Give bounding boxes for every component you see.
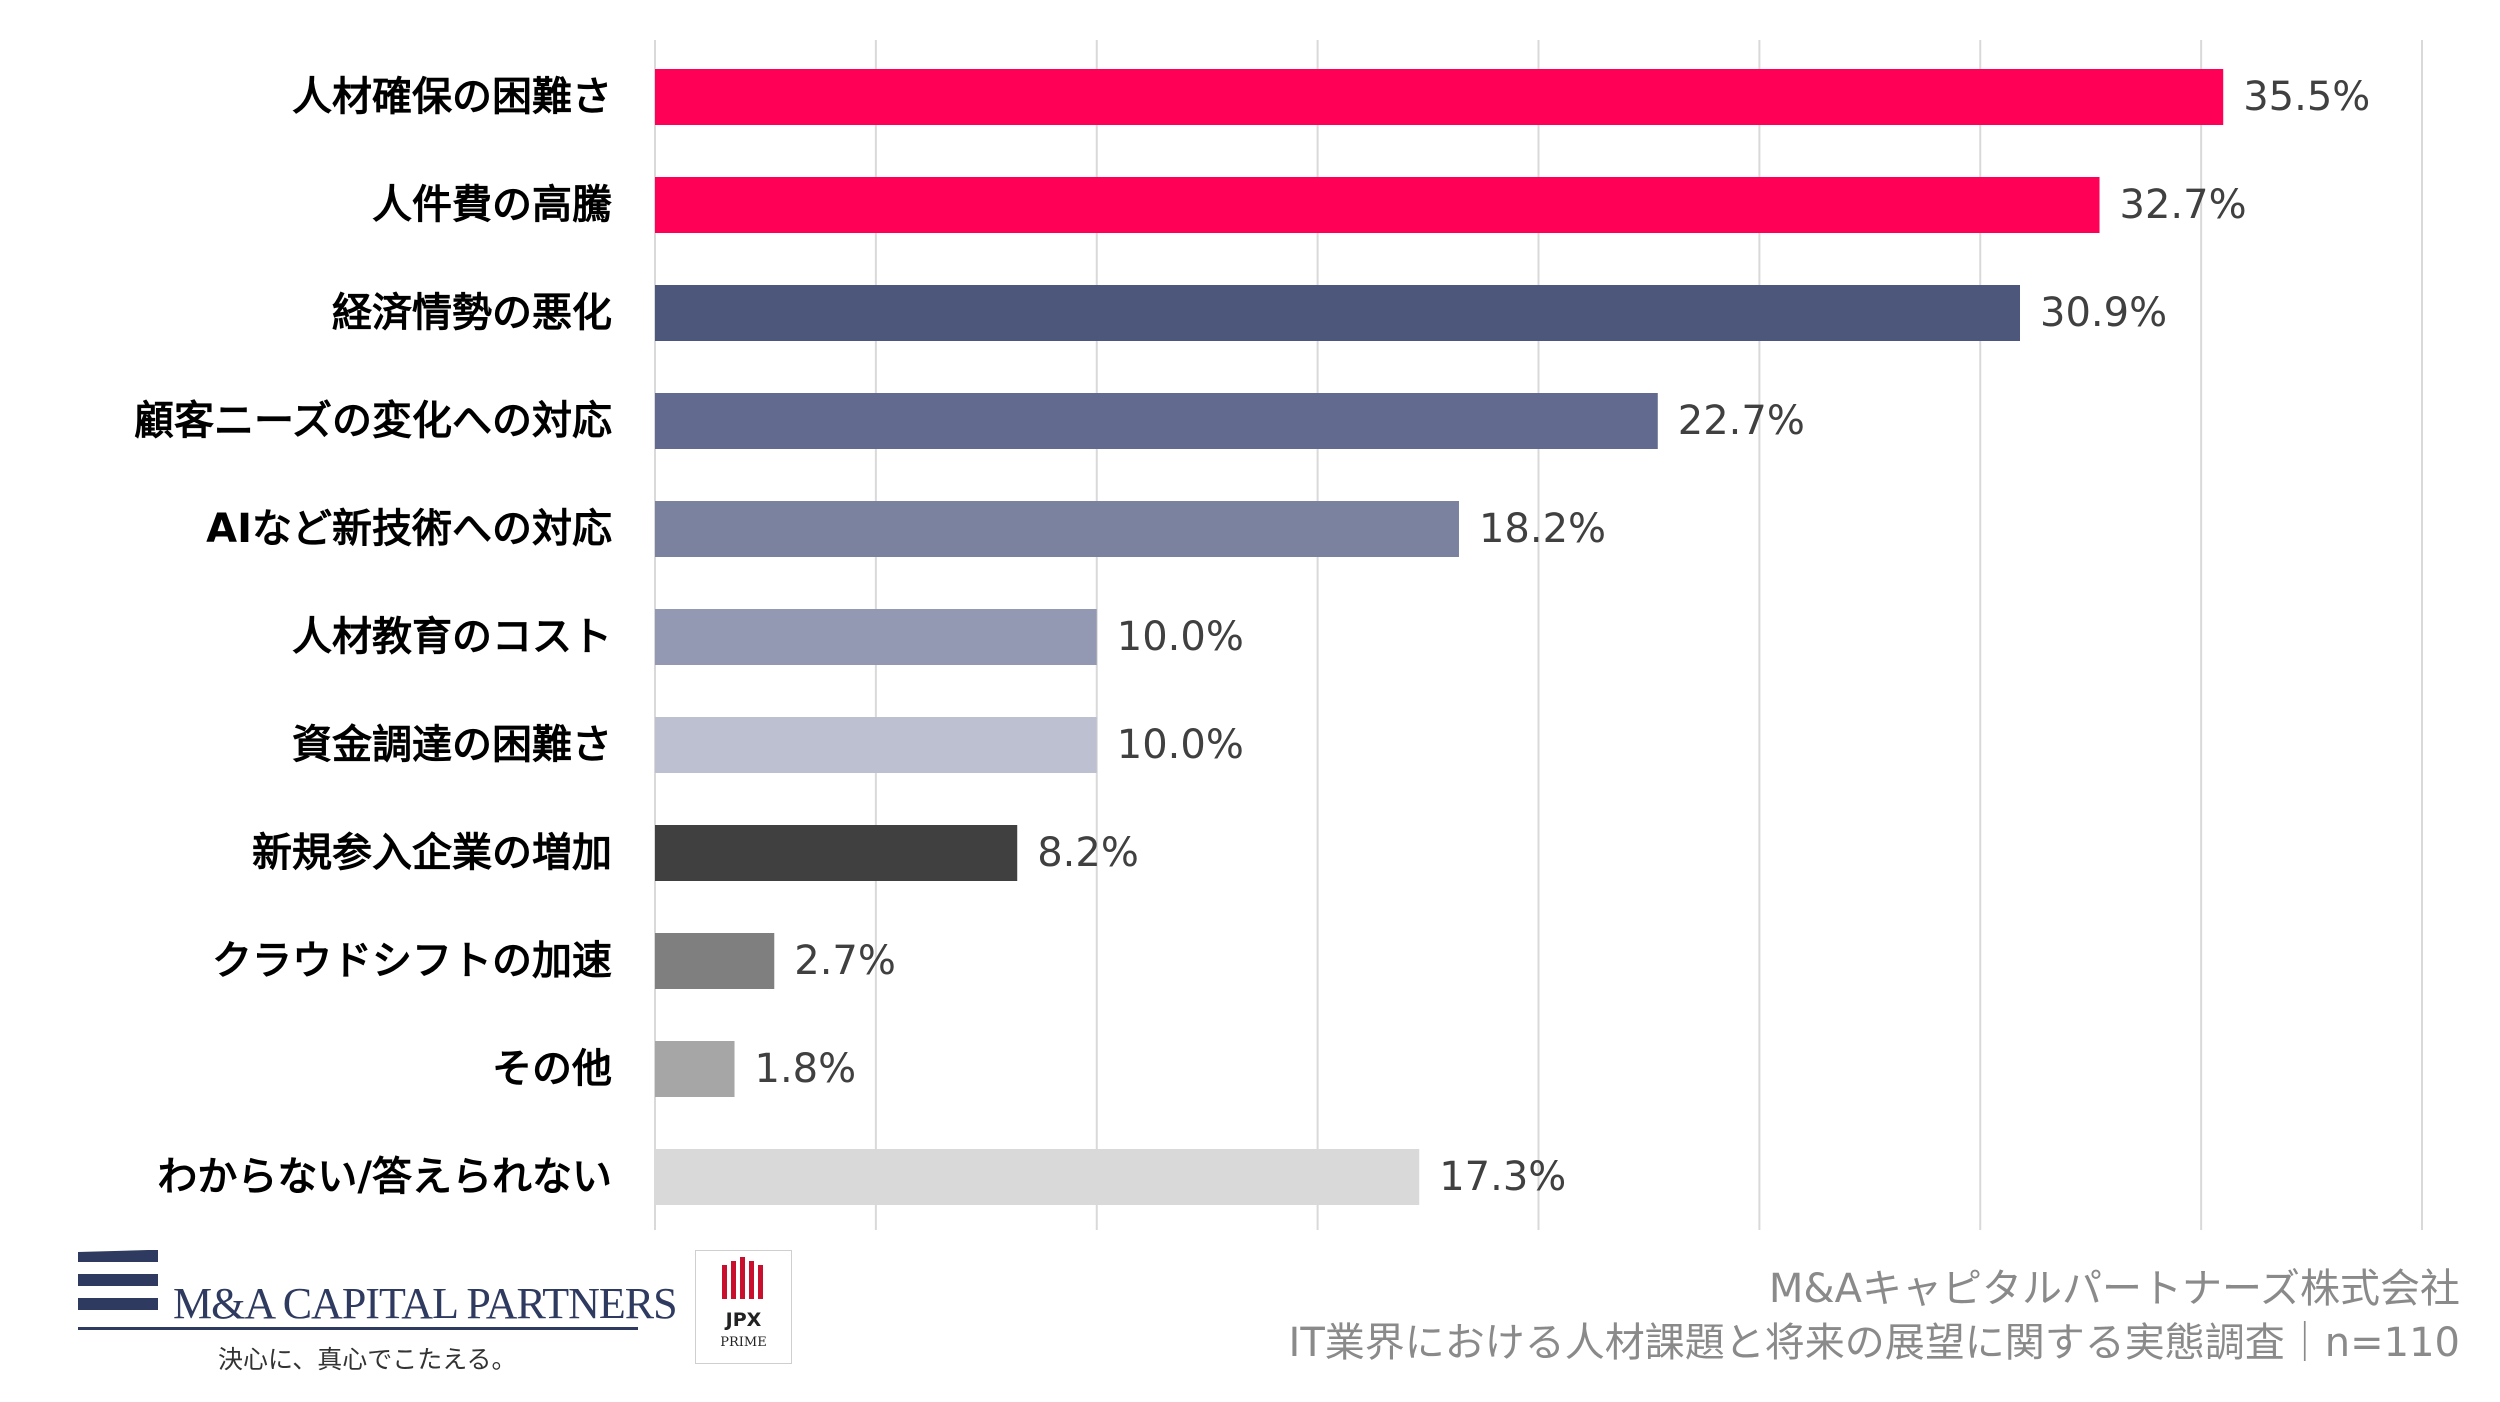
category-label: 経済情勢の悪化 — [332, 290, 612, 336]
value-label: 2.7% — [794, 938, 896, 984]
value-label: 32.7% — [2120, 182, 2247, 228]
jpx-prime-badge: JPX PRIME — [695, 1250, 792, 1364]
bar-1 — [655, 177, 2100, 233]
value-label: 1.8% — [755, 1046, 857, 1092]
source-survey: IT業界における人材課題と将来の展望に関する実態調査｜n=110 — [1288, 1320, 2460, 1366]
category-label: AIなど新技術への対応 — [206, 506, 612, 552]
bar-10 — [655, 1149, 1420, 1205]
category-label: 人件費の高騰 — [372, 182, 612, 228]
bar-chart: 人材確保の困難さ 35.5% 人件費の高騰 32.7% 経済情勢の悪化 30.9% 顧客ニー… — [134, 40, 2423, 1230]
category-label: その他 — [492, 1046, 612, 1092]
category-label: わからない/答えられない — [157, 1154, 612, 1200]
jpx-mark-icon — [722, 1257, 763, 1299]
jpx-badge-name: JPX — [725, 1309, 762, 1331]
value-label: 22.7% — [1678, 398, 1805, 444]
jpx-badge-sub: PRIME — [720, 1335, 767, 1350]
category-label: 人材教育のコスト — [292, 614, 612, 660]
category-label: 資金調達の困難さ — [292, 722, 612, 768]
company-logo: M&A CAPITAL PARTNERS 決心に、真心でこたえる。 — [78, 1240, 678, 1380]
category-label: クラウドシフトの加速 — [212, 938, 612, 984]
value-label: 10.0% — [1117, 722, 1244, 768]
source-footer: M&Aキャピタルパートナーズ株式会社 IT業界における人材課題と将来の展望に関す… — [1289, 1262, 2460, 1370]
value-label: 17.3% — [1439, 1154, 1566, 1200]
category-label: 顧客ニーズの変化への対応 — [134, 398, 612, 444]
value-label: 18.2% — [1479, 506, 1606, 552]
value-label: 8.2% — [1037, 830, 1139, 876]
bar-7 — [655, 825, 1018, 881]
logo-divider — [78, 1327, 638, 1330]
bar-2 — [655, 285, 2021, 341]
bar-3 — [655, 393, 1658, 449]
company-logo-tagline: 決心に、真心でこたえる。 — [218, 1345, 517, 1374]
bar-9 — [655, 1041, 735, 1097]
bar-5 — [655, 609, 1097, 665]
source-company: M&Aキャピタルパートナーズ株式会社 — [1768, 1266, 2460, 1312]
category-label: 新規参入企業の増加 — [252, 830, 612, 876]
category-label: 人材確保の困難さ — [292, 74, 612, 120]
bar-0 — [655, 69, 2224, 125]
bar-8 — [655, 933, 775, 989]
value-label: 35.5% — [2243, 74, 2370, 120]
bar-4 — [655, 501, 1459, 557]
value-label: 10.0% — [1117, 614, 1244, 660]
bar-6 — [655, 717, 1097, 773]
value-label: 30.9% — [2040, 290, 2167, 336]
company-logo-name: M&A CAPITAL PARTNERS — [173, 1279, 678, 1328]
company-logo-mark-icon — [78, 1250, 158, 1310]
